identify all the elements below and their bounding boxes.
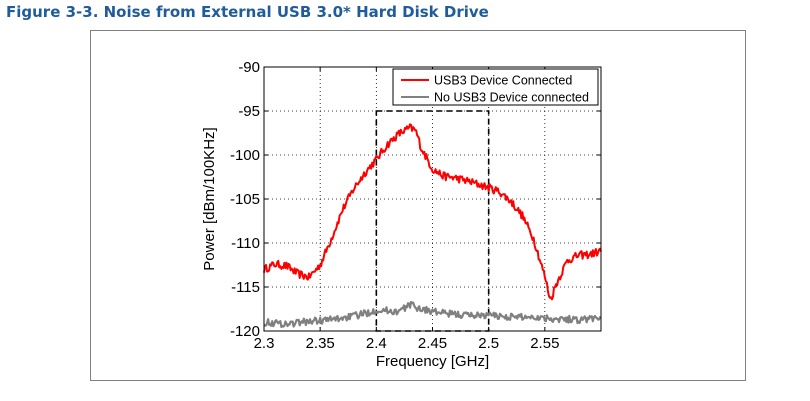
grid [264, 67, 601, 331]
y-tick-label: -120 [230, 323, 260, 340]
y-axis-label: Power [dBm/100KHz] [201, 127, 218, 270]
x-tick-label: 2.55 [530, 335, 559, 352]
y-tick-label: -100 [230, 147, 260, 164]
series-line-no-usb3 [263, 300, 602, 329]
x-tick-label: 2.5 [478, 335, 499, 352]
x-tick-label: 2.45 [418, 335, 447, 352]
x-axis-label: Frequency [GHz] [376, 353, 489, 370]
x-tick-label: 2.3 [254, 335, 275, 352]
noise-chart: 2.3 2.35 2.4 2.45 2.5 2.55 -90 -95 -100 -105 -110 -… [201, 59, 602, 370]
y-tick-label: -115 [231, 279, 260, 296]
series-group [263, 123, 602, 329]
figure-frame: 2.3 2.35 2.4 2.45 2.5 2.55 -90 -95 -100 -105 -110 -… [90, 30, 746, 381]
tick-group: 2.3 2.35 2.4 2.45 2.5 2.55 -90 -95 -100 -105 -110 -… [230, 59, 601, 352]
y-tick-label: -110 [231, 235, 260, 252]
x-tick-label: 2.35 [306, 335, 335, 352]
highlight-box [375, 110, 490, 332]
legend-label: USB3 Device Connected [434, 74, 572, 88]
legend: USB3 Device Connected No USB3 Device conn… [392, 68, 599, 106]
y-tick-label: -95 [238, 103, 260, 120]
legend-box [392, 68, 599, 106]
figure-caption: Figure 3-3. Noise from External USB 3.0*… [6, 3, 489, 21]
x-tick-label: 2.4 [366, 335, 387, 352]
legend-label: No USB3 Device connected [434, 91, 589, 105]
series-line-usb3-connected [263, 123, 602, 301]
y-tick-label: -105 [230, 191, 260, 208]
y-tick-label: -90 [238, 59, 260, 76]
